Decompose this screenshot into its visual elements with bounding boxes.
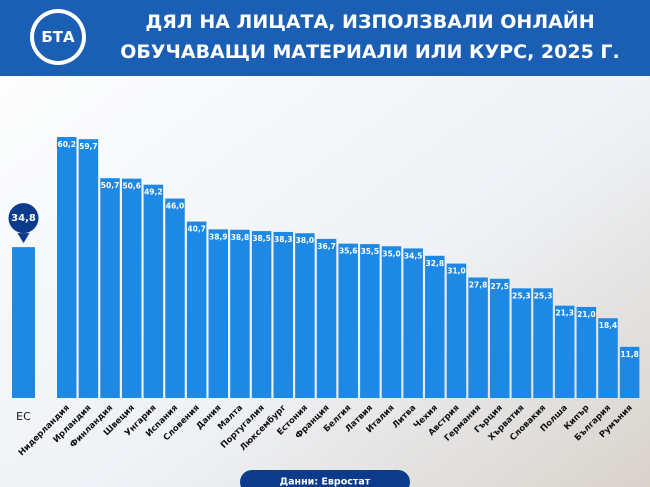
value-label: 25,3	[512, 291, 531, 300]
bar	[338, 243, 358, 398]
bar	[468, 277, 488, 398]
bar	[295, 233, 315, 398]
value-label: 38,9	[209, 232, 228, 241]
value-label: 38,0	[296, 236, 315, 245]
value-label: 35,5	[361, 247, 380, 256]
header-band	[0, 0, 650, 76]
bar	[446, 263, 467, 398]
bar	[143, 184, 164, 398]
bar	[186, 221, 207, 398]
source: Данни: Евростат	[280, 477, 371, 487]
value-label: 40,7	[187, 225, 206, 234]
value-label: 46,0	[166, 202, 185, 211]
bar	[360, 244, 380, 398]
value-label: 60,2	[57, 140, 76, 149]
reference-category: ЕС	[16, 410, 31, 423]
logo-inner	[34, 13, 82, 61]
bar	[490, 278, 510, 398]
value-label: 50,7	[101, 181, 120, 190]
value-label: 25,3	[534, 291, 553, 300]
bar	[208, 229, 229, 398]
reference-pin	[17, 233, 30, 244]
bar	[100, 178, 120, 398]
value-label: 21,3	[555, 309, 574, 318]
value-label: 59,7	[79, 142, 98, 151]
value-label: 38,3	[274, 235, 293, 244]
bar	[511, 288, 532, 398]
bar	[165, 198, 185, 398]
value-label: 36,7	[317, 242, 336, 251]
bar	[381, 246, 402, 398]
reference-bubble	[8, 203, 39, 234]
value-label: 27,5	[490, 282, 509, 291]
bar	[230, 229, 250, 398]
bar	[403, 248, 423, 398]
reference-value-label: 34,8	[11, 213, 36, 224]
bar	[576, 306, 597, 398]
value-label: 38,5	[252, 234, 271, 243]
bar	[554, 305, 575, 398]
value-label: 49,2	[144, 188, 163, 197]
value-label: 32,8	[426, 259, 445, 268]
value-label: 35,0	[382, 249, 401, 258]
bar	[273, 231, 293, 398]
title-line: ОБУЧАВАЩИ МАТЕРИАЛИ ИЛИ КУРС, 2025 Г.	[120, 41, 620, 63]
value-label: 50,6	[122, 182, 141, 191]
value-label: 35,6	[339, 247, 358, 256]
bar	[425, 255, 445, 398]
title-line: ДЯЛ НА ЛИЦАТА, ИЗПОЛЗВАЛИ ОНЛАЙН	[145, 10, 594, 33]
bar	[316, 238, 337, 398]
bar	[57, 137, 77, 398]
bar	[598, 318, 618, 398]
value-label: 27,8	[469, 280, 488, 289]
value-label: 21,0	[577, 310, 596, 319]
source-pill	[240, 470, 410, 487]
logo-text: БТА	[41, 28, 75, 46]
value-label: 18,4	[599, 321, 618, 330]
bar	[78, 139, 99, 398]
bar	[533, 288, 553, 398]
value-label: 11,8	[620, 350, 639, 359]
value-label: 34,5	[404, 251, 423, 260]
value-label: 31,0	[447, 267, 466, 276]
bar	[121, 178, 142, 398]
reference-bar	[12, 247, 35, 398]
bar	[619, 346, 640, 398]
value-label: 38,8	[231, 233, 250, 242]
bar	[251, 231, 272, 398]
